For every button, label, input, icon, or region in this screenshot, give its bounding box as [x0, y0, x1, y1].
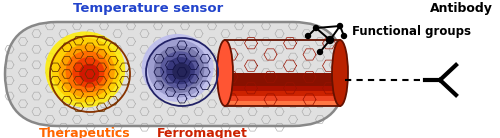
Bar — [225, 93, 340, 106]
Ellipse shape — [66, 51, 110, 93]
Circle shape — [338, 23, 342, 29]
Ellipse shape — [166, 57, 195, 84]
Circle shape — [318, 50, 322, 55]
Text: Ferromagnet: Ferromagnet — [156, 127, 248, 138]
Circle shape — [306, 34, 310, 39]
Circle shape — [326, 36, 334, 43]
Text: Therapeutics: Therapeutics — [39, 127, 131, 138]
Text: Functional groups: Functional groups — [352, 26, 471, 39]
Ellipse shape — [72, 57, 104, 88]
Ellipse shape — [45, 31, 125, 108]
Ellipse shape — [142, 34, 214, 102]
Bar — [225, 78, 340, 91]
Text: Temperature sensor: Temperature sensor — [72, 2, 223, 15]
Ellipse shape — [52, 38, 120, 103]
Ellipse shape — [59, 44, 115, 98]
Ellipse shape — [160, 51, 200, 89]
Bar — [225, 88, 340, 101]
Bar — [225, 83, 340, 96]
Bar — [225, 40, 340, 106]
Bar — [225, 73, 340, 86]
Ellipse shape — [217, 40, 233, 106]
FancyBboxPatch shape — [5, 22, 345, 126]
Ellipse shape — [172, 63, 190, 80]
Circle shape — [314, 26, 318, 30]
Circle shape — [342, 34, 346, 39]
Ellipse shape — [148, 40, 209, 98]
Ellipse shape — [79, 64, 99, 83]
Text: Antibody: Antibody — [430, 2, 493, 15]
Ellipse shape — [332, 40, 348, 106]
Ellipse shape — [154, 46, 204, 93]
